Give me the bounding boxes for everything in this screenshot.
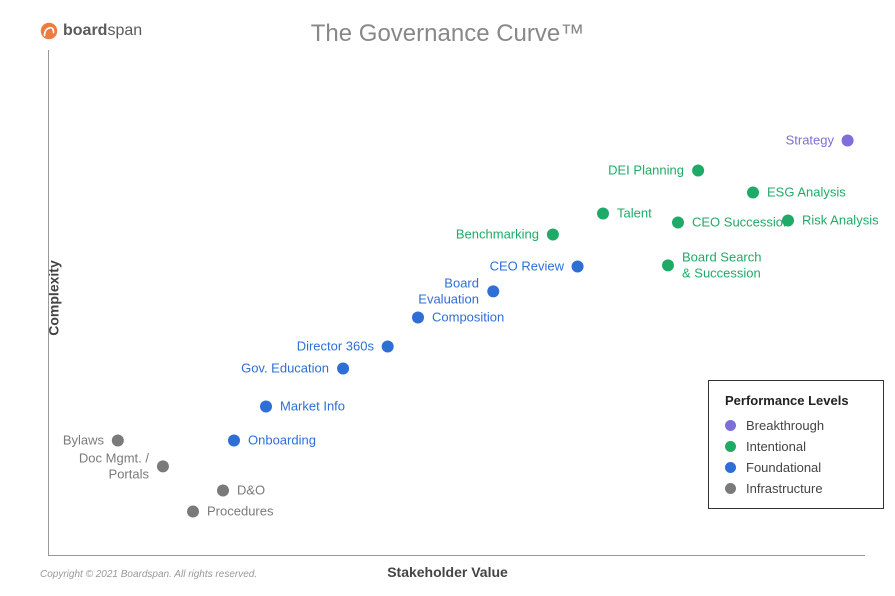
data-point-label: Market Info: [280, 399, 345, 414]
data-point-dot: [382, 340, 394, 352]
data-point-dot: [217, 484, 229, 496]
legend-dot: [725, 441, 736, 452]
copyright-text: Copyright © 2021 Boardspan. All rights r…: [40, 569, 257, 580]
legend-dot: [725, 462, 736, 473]
legend-title: Performance Levels: [725, 393, 867, 408]
data-point: Board Search& Succession: [662, 249, 762, 280]
data-point: Doc Mgmt. /Portals: [79, 450, 169, 481]
data-point-dot: [187, 505, 199, 517]
data-point-dot: [547, 228, 559, 240]
data-point-label: BoardEvaluation: [418, 275, 479, 306]
data-point: Bylaws: [63, 433, 124, 448]
data-point-label: Doc Mgmt. /Portals: [79, 450, 149, 481]
legend-item: Foundational: [725, 460, 867, 475]
logo-text: boardspan: [63, 22, 142, 40]
data-point: Benchmarking: [456, 227, 559, 242]
data-point-label: Onboarding: [248, 433, 316, 448]
data-point-label: CEO Review: [490, 259, 564, 274]
legend-item: Intentional: [725, 439, 867, 454]
data-point: CEO Review: [490, 259, 584, 274]
data-point: D&O: [217, 483, 265, 498]
data-point-dot: [782, 214, 794, 226]
data-point: Director 360s: [297, 339, 394, 354]
data-point-dot: [692, 164, 704, 176]
data-point-dot: [672, 216, 684, 228]
data-point-dot: [487, 285, 499, 297]
data-point-dot: [747, 186, 759, 198]
logo: boardspan: [40, 22, 142, 40]
data-point-dot: [228, 434, 240, 446]
legend-label: Infrastructure: [746, 481, 823, 496]
legend: Performance Levels Breakthrough Intentiona…: [708, 380, 884, 509]
data-point-label: ESG Analysis: [767, 185, 846, 200]
data-point-label: D&O: [237, 483, 265, 498]
legend-label: Intentional: [746, 439, 806, 454]
data-point-label: Gov. Education: [241, 361, 329, 376]
data-point-label: Procedures: [207, 504, 273, 519]
data-point-label: Risk Analysis: [802, 213, 879, 228]
data-point: CEO Succession: [672, 215, 790, 230]
data-point-label: Bylaws: [63, 433, 104, 448]
logo-icon: [40, 22, 58, 40]
data-point-label: DEI Planning: [608, 163, 684, 178]
data-point: Market Info: [260, 399, 345, 414]
legend-label: Breakthrough: [746, 418, 824, 433]
legend-dot: [725, 420, 736, 431]
data-point-dot: [112, 434, 124, 446]
data-point: Strategy: [786, 133, 854, 148]
chart-area: Bylaws Doc Mgmt. /Portals D&O Procedures Onb…: [48, 50, 865, 556]
data-point-dot: [412, 311, 424, 323]
legend-item: Breakthrough: [725, 418, 867, 433]
legend-dot: [725, 483, 736, 494]
data-point-dot: [572, 260, 584, 272]
y-axis-line: [48, 50, 49, 556]
data-point: BoardEvaluation: [418, 275, 499, 306]
data-point: Composition: [412, 310, 504, 325]
data-point-dot: [597, 207, 609, 219]
data-point-label: Benchmarking: [456, 227, 539, 242]
data-point: Gov. Education: [241, 361, 349, 376]
data-point: ESG Analysis: [747, 185, 846, 200]
data-point: DEI Planning: [608, 163, 704, 178]
data-point-dot: [157, 460, 169, 472]
data-point: Risk Analysis: [782, 213, 879, 228]
x-axis-line: [48, 555, 865, 556]
data-point-dot: [662, 259, 674, 271]
data-point-dot: [842, 134, 854, 146]
legend-label: Foundational: [746, 460, 821, 475]
data-point-dot: [337, 362, 349, 374]
data-point-label: Director 360s: [297, 339, 374, 354]
data-point-label: CEO Succession: [692, 215, 790, 230]
data-point: Procedures: [187, 504, 273, 519]
data-point-label: Strategy: [786, 133, 834, 148]
data-point-label: Composition: [432, 310, 504, 325]
data-point-dot: [260, 400, 272, 412]
data-point-label: Talent: [617, 206, 652, 221]
data-point-label: Board Search& Succession: [682, 249, 762, 280]
chart-title: The Governance Curve™: [311, 20, 584, 48]
legend-item: Infrastructure: [725, 481, 867, 496]
x-axis-label: Stakeholder Value: [387, 564, 508, 580]
data-point: Talent: [597, 206, 652, 221]
data-point: Onboarding: [228, 433, 316, 448]
